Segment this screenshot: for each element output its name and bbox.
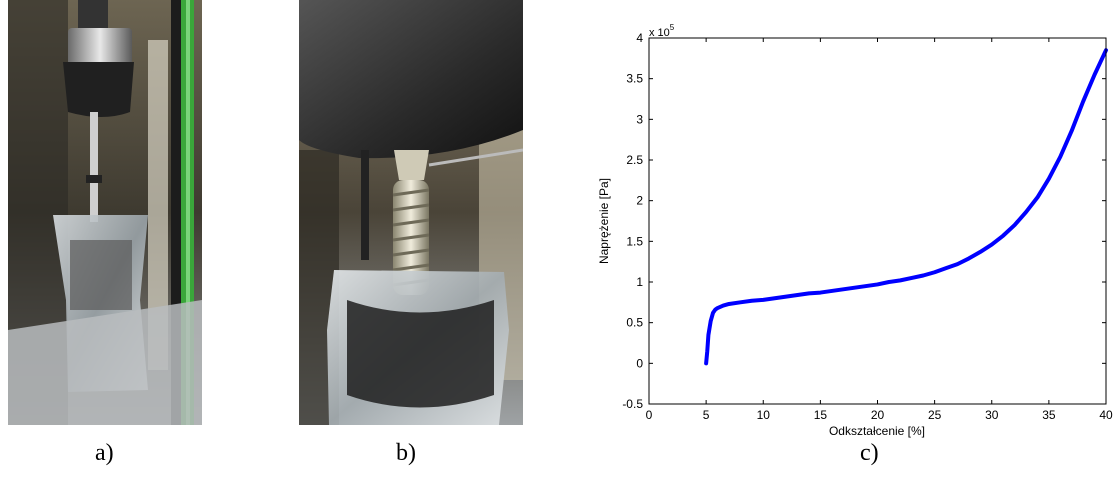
- y-multiplier-exponent: 5: [670, 23, 675, 32]
- panel-label-a: a): [95, 440, 114, 466]
- y-tick-label: 3.5: [626, 72, 643, 86]
- plot-area: [649, 38, 1106, 404]
- x-tick-label: 25: [928, 408, 942, 422]
- y-tick-label: 1: [636, 275, 643, 289]
- y-multiplier-base: x 10: [649, 27, 670, 39]
- panel-label-b: b): [396, 440, 416, 466]
- x-tick-label: 0: [646, 408, 653, 422]
- x-axis-ticks: 0 5 10 15 20 25 30 35 40: [646, 38, 1113, 422]
- series-line-0: [704, 48, 1108, 366]
- x-tick-label: 5: [703, 408, 710, 422]
- stress-strain-chart: 0 5 10 15 20 25 30 35 40 -0.500.511.522.533.54 x…: [597, 23, 1113, 438]
- x-tick-label: 15: [814, 408, 828, 422]
- y-multiplier: x 105: [649, 23, 675, 39]
- x-tick-label: 10: [757, 408, 771, 422]
- x-tick-label: 20: [871, 408, 885, 422]
- x-tick-label: 30: [985, 408, 999, 422]
- y-tick-label: 0.5: [626, 316, 643, 330]
- x-tick-label: 40: [1099, 408, 1113, 422]
- y-tick-label: 2.5: [626, 153, 643, 167]
- series-layer: [704, 48, 1108, 366]
- photo-a-illustration: [8, 0, 202, 425]
- y-tick-label: 3: [636, 112, 643, 126]
- y-tick-label: 2: [636, 194, 643, 208]
- y-tick-label: 4: [636, 31, 643, 45]
- x-tick-label: 35: [1042, 408, 1056, 422]
- photo-a: [8, 0, 202, 425]
- y-tick-label: -0.5: [622, 397, 643, 411]
- photo-b: [299, 0, 523, 425]
- y-axis-label: Naprężenie [Pa]: [597, 178, 611, 264]
- x-axis-label: Odkształcenie [%]: [829, 424, 925, 438]
- y-tick-label: 1.5: [626, 234, 643, 248]
- photo-b-illustration: [299, 0, 523, 425]
- y-axis-ticks: -0.5 0 0.5 1 1.5 2 2.5 3 3.5 4: [622, 31, 1106, 411]
- y-tick-label: 0: [636, 356, 643, 370]
- panel-label-c: c): [860, 440, 879, 466]
